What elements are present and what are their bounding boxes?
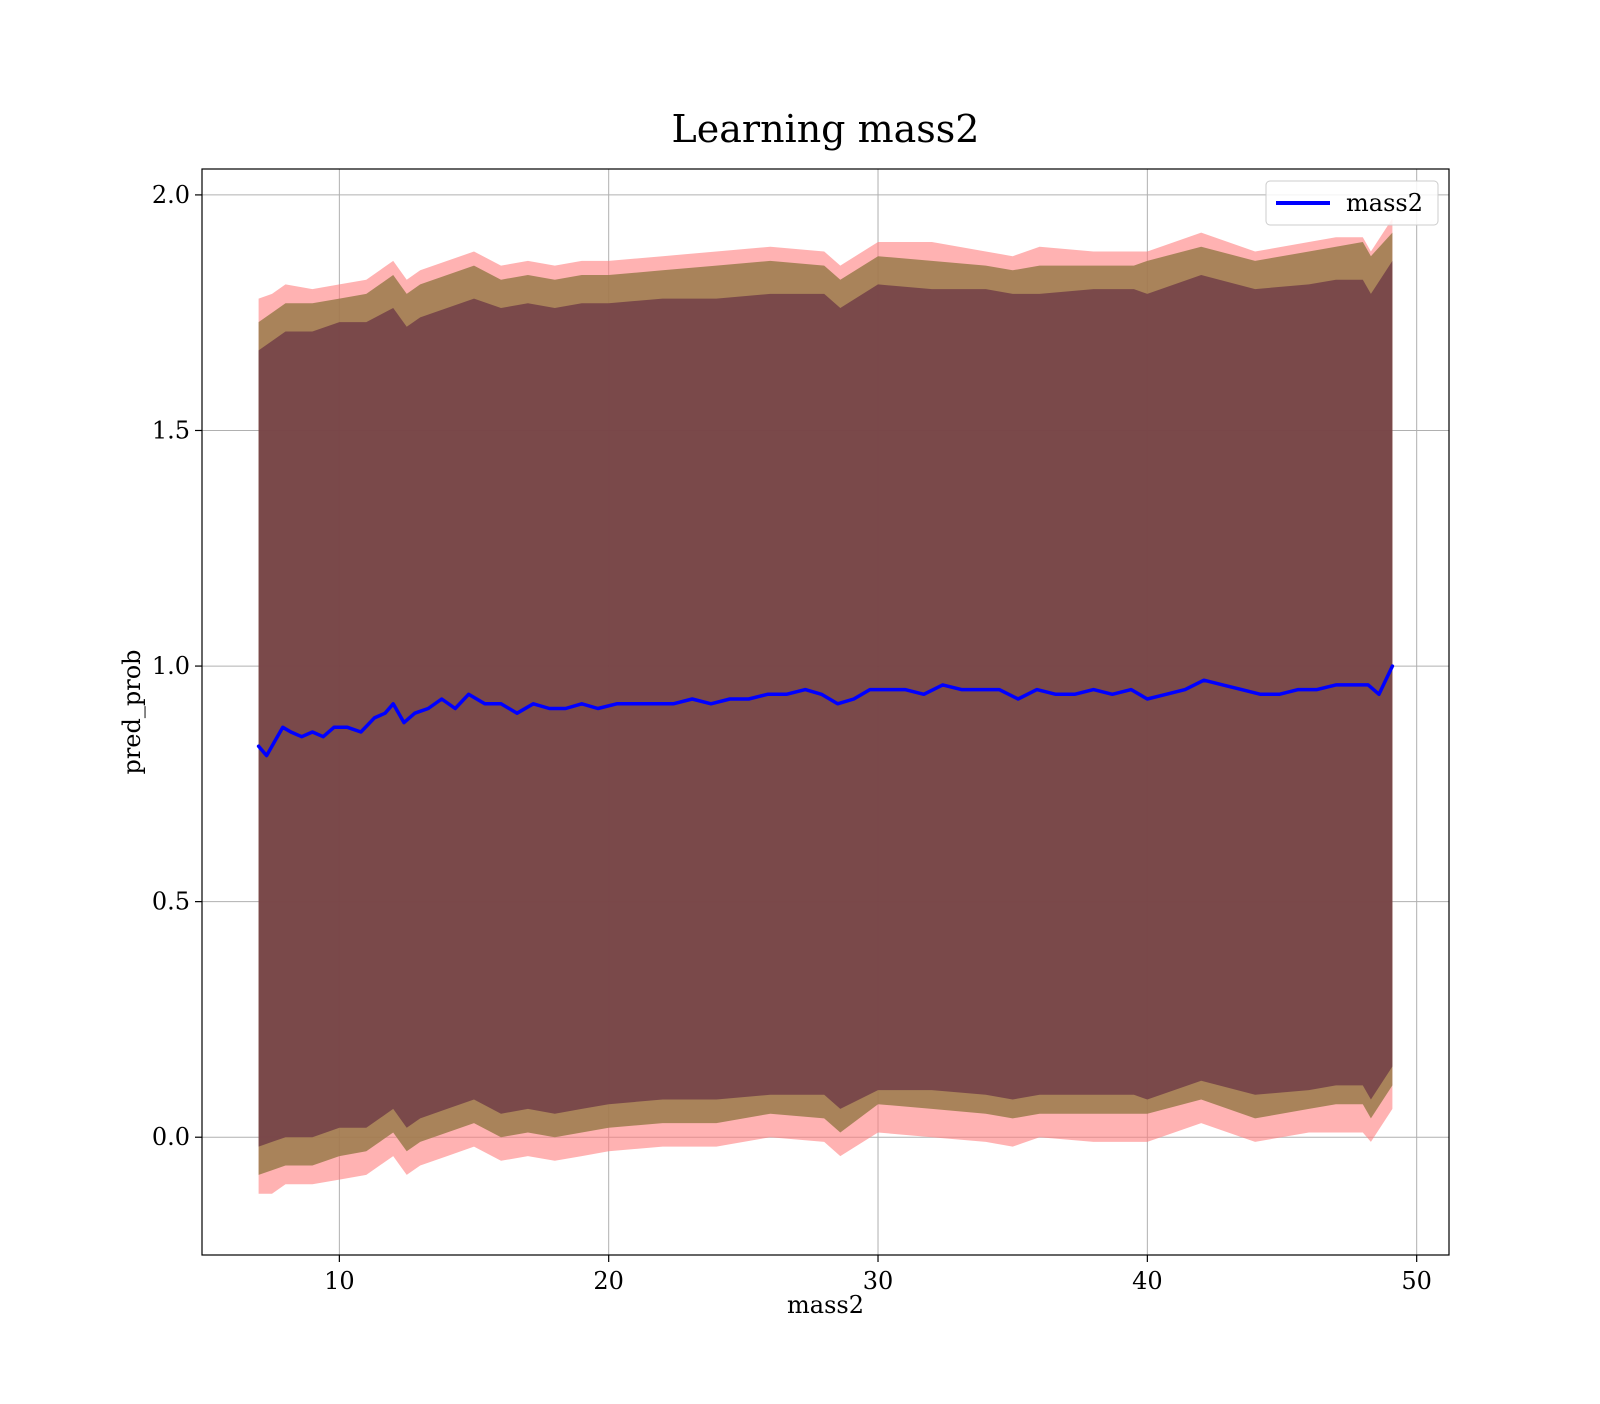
legend-box — [1265, 180, 1439, 226]
legend-label: mass2 — [1346, 189, 1423, 217]
x-tick-label: 30 — [863, 1267, 894, 1295]
y-tick-label: 2.0 — [152, 181, 190, 209]
x-axis-label: mass2 — [787, 1291, 864, 1319]
y-axis-label: pred_prob — [118, 649, 146, 774]
series-line-mass2 — [256, 664, 1395, 758]
legend: mass2 — [1265, 180, 1439, 226]
x-tick-label: 50 — [1401, 1267, 1432, 1295]
y-tick-label: 0.0 — [152, 1123, 190, 1151]
band-layer — [258, 218, 1393, 1194]
tick-layer: 10 20 30 40 50 0.0 0.5 1.0 1.5 2.0 — [152, 181, 1432, 1295]
x-tick-label: 10 — [324, 1267, 355, 1295]
plot-frame — [201, 168, 1450, 1256]
chart-title: Learning mass2 — [672, 107, 980, 151]
y-tick-label: 1.5 — [152, 416, 190, 444]
y-tick-label: 0.5 — [152, 888, 190, 916]
line-layer — [256, 664, 1395, 758]
x-tick-label: 40 — [1132, 1267, 1163, 1295]
band-inner — [258, 260, 1393, 1147]
x-tick-label: 20 — [593, 1267, 624, 1295]
y-tick-label: 1.0 — [152, 652, 190, 680]
